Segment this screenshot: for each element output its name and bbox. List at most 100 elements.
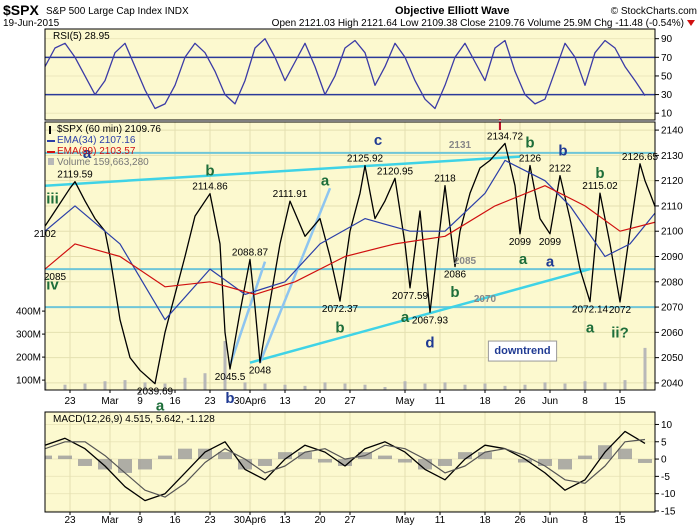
y-tick-label: 30: [661, 90, 673, 101]
price-label: 2039.69: [137, 387, 174, 398]
trendline: [249, 267, 591, 364]
x-tick-label: 11: [435, 515, 446, 526]
histogram-bar: [638, 459, 652, 463]
histogram-bar: [578, 455, 592, 460]
price-label: 2085: [44, 272, 67, 283]
volume-bar: [103, 381, 107, 390]
down-arrow: [687, 20, 695, 26]
volume-bar: [483, 383, 487, 390]
volume-bar: [303, 385, 307, 390]
volume-bar: [523, 384, 527, 390]
volume-bar: [463, 384, 467, 390]
y-tick-label: 5: [661, 437, 667, 448]
histogram-bar: [78, 459, 92, 466]
plot-area: [45, 412, 655, 512]
wave-label: a: [519, 251, 528, 268]
price-label: 2111.91: [273, 189, 308, 200]
y-tick-label: -10: [661, 489, 676, 500]
legend-swatch: [48, 158, 54, 165]
legend-label: EMA(34) 2107.16: [57, 135, 136, 146]
wave-label: ii?: [611, 324, 629, 341]
legend-label: Volume 159,663,280: [57, 157, 149, 168]
volume-bar: [283, 384, 287, 390]
volume-bar: [403, 381, 407, 390]
wave-label: iv: [46, 276, 59, 293]
volume-bar: [563, 383, 567, 390]
x-tick-label: 8: [582, 396, 588, 407]
x-tick-label: 20: [314, 396, 326, 407]
volume-bar: [503, 385, 507, 390]
x-tick-label: Mar: [101, 396, 119, 407]
trendline: [228, 261, 267, 366]
x-tick-label: 9: [137, 396, 143, 407]
y-tick-label: 2120: [661, 176, 684, 187]
panel: [45, 29, 655, 120]
price-label: 2118: [434, 174, 456, 185]
x-tick-label: 18: [479, 396, 491, 407]
histogram-bar: [558, 459, 572, 470]
volume-bar: [223, 341, 227, 390]
x-tick-label: May: [396, 515, 415, 526]
wave-label: a: [156, 398, 165, 415]
date: 19-Jun-2015: [3, 18, 60, 29]
volume-tick-label: 200M: [16, 353, 41, 364]
y-tick-label: 2100: [661, 227, 684, 238]
panel-title: RSI(5) 28.95: [53, 31, 110, 42]
x-tick-label: 23: [204, 396, 216, 407]
quote: Open 2121.03 High 2121.64 Low 2109.38 Cl…: [272, 18, 684, 29]
y-tick-label: 2130: [661, 151, 684, 162]
plot-area: [45, 122, 655, 390]
histogram-bar: [478, 452, 492, 460]
volume-bar: [363, 384, 367, 390]
legend-label: EMA(89) 2103.57: [57, 146, 136, 157]
price-label: 2048: [249, 366, 272, 377]
wave-label: b: [335, 319, 344, 336]
x-tick-label: 18: [479, 515, 491, 526]
x-tick-label: 27: [344, 515, 356, 526]
x-tick-label: 13: [279, 396, 291, 407]
plot-area: [45, 38, 655, 114]
x-tick-label: 20: [314, 515, 326, 526]
panel-title: MACD(12,26,9) 4.515, 5.642, -1.128: [53, 414, 215, 425]
wave-label: b: [205, 163, 214, 180]
x-tick-label: 16: [169, 396, 181, 407]
histogram-bar: [418, 459, 432, 470]
wave-label: b: [558, 142, 567, 159]
price-label: 2045.5: [215, 372, 246, 383]
panel-border: [44, 121, 656, 391]
legend-label: $SPX (60 min) 2109.76: [57, 124, 161, 135]
histogram-bar: [538, 459, 552, 466]
histogram-bar: [178, 448, 192, 460]
volume-bar: [243, 382, 247, 390]
level-label: 2085: [454, 256, 477, 267]
y-tick-label: 2140: [661, 126, 684, 137]
wave-label: a: [321, 173, 330, 190]
wave-label: i: [498, 117, 502, 134]
series-line: [45, 159, 655, 321]
volume-bar: [443, 382, 447, 390]
x-tick-label: 23: [204, 515, 216, 526]
y-tick-label: 50: [661, 71, 673, 82]
histogram-bar: [278, 452, 292, 460]
histogram-bar: [198, 448, 212, 460]
wave-label: c: [374, 132, 382, 149]
price-label: 2072.14: [572, 305, 609, 316]
panel-border: [44, 411, 656, 513]
legend-swatch: [49, 126, 51, 134]
x-tick-label: 11: [435, 396, 446, 407]
index-name: S&P 500 Large Cap Index INDX: [46, 6, 189, 17]
wave-label: b: [595, 165, 604, 182]
price-label: 2067.93: [412, 315, 449, 326]
x-tick-label: May: [396, 396, 415, 407]
level-label: 2131: [449, 140, 472, 151]
wave-label: a: [586, 319, 595, 336]
y-tick-label: 2070: [661, 303, 684, 314]
histogram-bar: [298, 452, 312, 460]
copyright: © StockCharts.com: [611, 6, 697, 17]
panel-border: [44, 28, 656, 121]
y-tick-label: 0: [661, 455, 667, 466]
x-tick-label: 16: [169, 515, 181, 526]
wave-label: b: [450, 284, 459, 301]
price-label: 2126: [519, 153, 542, 164]
wave-label: a: [401, 309, 410, 326]
